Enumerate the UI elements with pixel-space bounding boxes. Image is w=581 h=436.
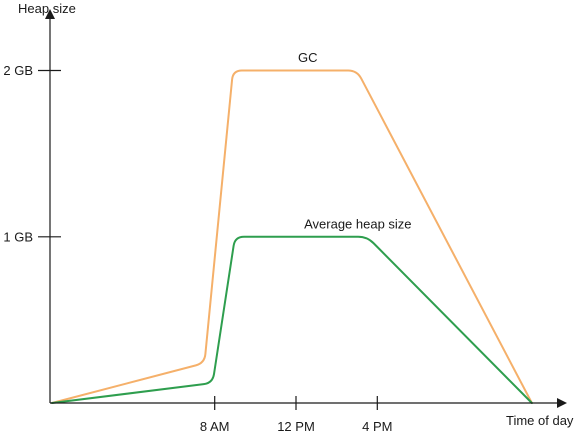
y-ticks: 1 GB 2 GB: [3, 63, 61, 244]
series-labels: GC Average heap size: [298, 50, 412, 231]
series-label-gc: GC: [298, 50, 318, 65]
series-line-gc: [51, 69, 533, 404]
y-tick-label: 1 GB: [3, 229, 33, 244]
series-layer: [51, 69, 533, 404]
x-tick-label: 4 PM: [362, 419, 392, 434]
x-tick-label: 8 AM: [200, 419, 230, 434]
y-tick-label: 2 GB: [3, 63, 33, 78]
y-axis-label: Heap size: [18, 1, 76, 16]
series-line-average-heap-size: [51, 235, 533, 404]
series-label-average-heap-size: Average heap size: [304, 216, 411, 231]
x-tick-label: 12 PM: [277, 419, 315, 434]
x-axis-label: Time of day: [506, 413, 574, 428]
x-ticks: 8 AM 12 PM 4 PM: [200, 396, 392, 434]
